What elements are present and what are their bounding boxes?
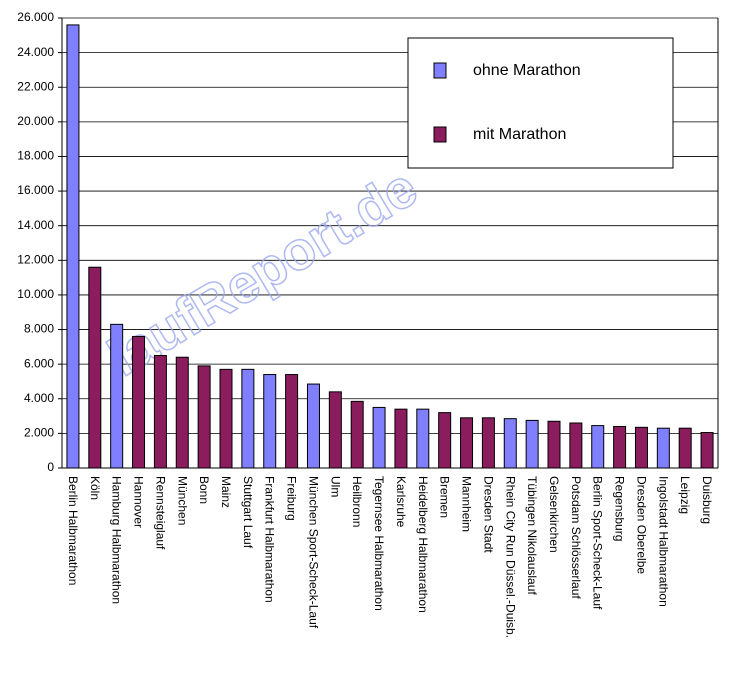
x-tick-label: Mannheim xyxy=(460,476,474,532)
bar xyxy=(350,400,364,469)
y-tick-label: 2.000 xyxy=(24,426,54,440)
x-tick-label: Freiburg xyxy=(285,476,299,521)
bar xyxy=(132,335,146,469)
x-tick-label: Stuttgart Lauf xyxy=(241,476,255,549)
bar xyxy=(241,368,255,469)
x-tick-label: Berlin Sport-Scheck-Lauf xyxy=(591,476,605,610)
bar xyxy=(438,412,452,469)
bar xyxy=(613,425,627,469)
y-tick-label: 22.000 xyxy=(17,79,54,93)
y-tick-label: 26.000 xyxy=(17,10,54,24)
x-tick-label: München Sport-Scheck-Lauf xyxy=(306,476,320,629)
y-tick-label: 20.000 xyxy=(17,114,54,128)
bar xyxy=(460,417,474,469)
x-tick-label: Bremen xyxy=(438,476,452,518)
y-tick-label: 4.000 xyxy=(24,391,54,405)
bar xyxy=(372,406,386,469)
y-tick-label: 8.000 xyxy=(24,322,54,336)
bar xyxy=(416,408,430,469)
x-tick-label: Gelsenkirchen xyxy=(547,476,561,553)
x-tick-label: Regensburg xyxy=(613,476,627,541)
x-tick-label: Leipzig xyxy=(678,476,692,514)
legend-swatch xyxy=(433,62,447,79)
bar xyxy=(481,417,495,469)
x-tick-label: Tübingen Nikolauslauf xyxy=(525,476,539,595)
x-tick-label: Dresden Oberelbe xyxy=(634,476,648,574)
y-tick-label: 0 xyxy=(47,460,54,474)
y-tick-label: 16.000 xyxy=(17,183,54,197)
y-tick-label: 24.000 xyxy=(17,45,54,59)
bar xyxy=(306,383,320,469)
legend-label: mit Marathon xyxy=(473,126,566,143)
y-tick-label: 10.000 xyxy=(17,287,54,301)
legend-label: ohne Marathon xyxy=(473,62,581,79)
bar xyxy=(569,422,583,469)
bar xyxy=(525,419,539,469)
x-tick-label: Frankfurt Halbmarathon xyxy=(263,476,277,603)
bar xyxy=(110,323,124,469)
y-tick-label: 6.000 xyxy=(24,356,54,370)
bar xyxy=(197,365,211,469)
x-tick-label: Tegernsee Halbmarathon xyxy=(372,476,386,611)
bar xyxy=(394,408,408,469)
bar xyxy=(175,356,189,469)
y-tick-label: 12.000 xyxy=(17,252,54,266)
x-tick-label: Duisburg xyxy=(700,476,714,524)
x-tick-label: Berlin Halbmarathon xyxy=(66,476,80,585)
x-tick-label: Bonn xyxy=(197,476,211,504)
legend-swatch xyxy=(433,126,447,143)
x-tick-label: Hannover xyxy=(132,476,146,528)
bar xyxy=(547,420,561,469)
bar xyxy=(678,427,692,469)
bar xyxy=(285,374,299,469)
bar xyxy=(656,427,670,469)
bar xyxy=(263,374,277,469)
bar xyxy=(591,425,605,469)
y-tick-label: 14.000 xyxy=(17,218,54,232)
watermark: laufReport.de xyxy=(98,157,427,388)
x-tick-label: Mainz xyxy=(219,476,233,508)
bar xyxy=(328,391,342,469)
x-tick-label: Ingolstadt Halbmarathon xyxy=(656,476,670,607)
x-tick-label: Rennsteiglauf xyxy=(153,476,167,550)
bar xyxy=(153,355,167,469)
x-tick-label: Köln xyxy=(88,476,102,500)
bar xyxy=(66,24,80,469)
bar xyxy=(219,368,233,469)
bar xyxy=(503,418,517,469)
y-tick-label: 18.000 xyxy=(17,149,54,163)
x-tick-label: Karlsruhe xyxy=(394,476,408,528)
x-tick-label: Potsdam Schlösserlauf xyxy=(569,476,583,599)
x-tick-label: Heilbronn xyxy=(350,476,364,527)
x-tick-label: Heidelberg Halbmarathon xyxy=(416,476,430,613)
x-tick-label: Dresden Stadt xyxy=(481,476,495,553)
x-tick-label: Ulm xyxy=(328,476,342,497)
x-tick-label: Hamburg Halbmarathon xyxy=(110,476,124,604)
x-tick-label: München xyxy=(175,476,189,525)
x-tick-label: Rhein City Run Düssel.-Duisb. xyxy=(503,476,517,638)
bar xyxy=(700,432,714,469)
bar xyxy=(634,426,648,469)
bar xyxy=(88,266,102,469)
legend-box xyxy=(407,37,674,169)
